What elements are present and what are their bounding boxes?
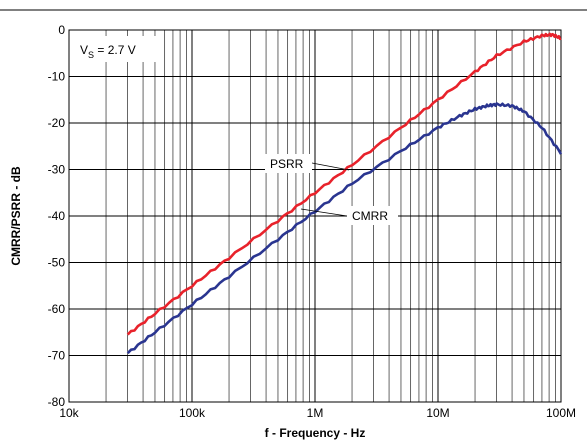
x-tick-label: 100M [546, 406, 576, 420]
series-lines [126, 32, 563, 355]
plot-frame [68, 29, 562, 403]
y-tick-labels: 0 -10 -20 -30 -40 -50 -60 -70 -80 [48, 23, 66, 409]
x-tick-label: 1M [307, 406, 324, 420]
x-tick-labels: 10k 100k 1M 10M 100M [59, 406, 576, 420]
x-tick-label: 10k [59, 406, 79, 420]
x-tick-label: 10M [426, 406, 449, 420]
series-line-psrr [126, 32, 562, 336]
y-tick-label: -60 [48, 302, 66, 316]
condition-value: = 2.7 V [94, 43, 136, 57]
y-tick-label: -50 [48, 256, 66, 270]
y-tick-label: -20 [48, 116, 66, 130]
grid [69, 30, 561, 402]
psrr-label: PSRR [270, 157, 304, 171]
condition-subscript: S [88, 50, 94, 60]
y-tick-label: -30 [48, 163, 66, 177]
psrr-callout: PSRR [265, 154, 350, 173]
y-tick-label: -40 [48, 209, 66, 223]
cmrr-callout: CMRR [300, 206, 398, 225]
cmrr-label: CMRR [352, 209, 388, 223]
y-tick-label: 0 [58, 23, 65, 37]
y-tick-label: -80 [48, 395, 66, 409]
condition-label: VS = 2.7 V [80, 43, 136, 60]
condition-label-box: VS = 2.7 V [74, 36, 160, 62]
y-tick-label: -10 [48, 70, 66, 84]
y-axis-title: CMRR/PSRR - dB [9, 166, 23, 266]
x-tick-label: 100k [179, 406, 206, 420]
x-axis-title: f - Frequency - Hz [265, 426, 366, 440]
y-tick-label: -70 [48, 349, 66, 363]
condition-v: V [80, 43, 88, 57]
series-line-cmrr [126, 102, 563, 355]
